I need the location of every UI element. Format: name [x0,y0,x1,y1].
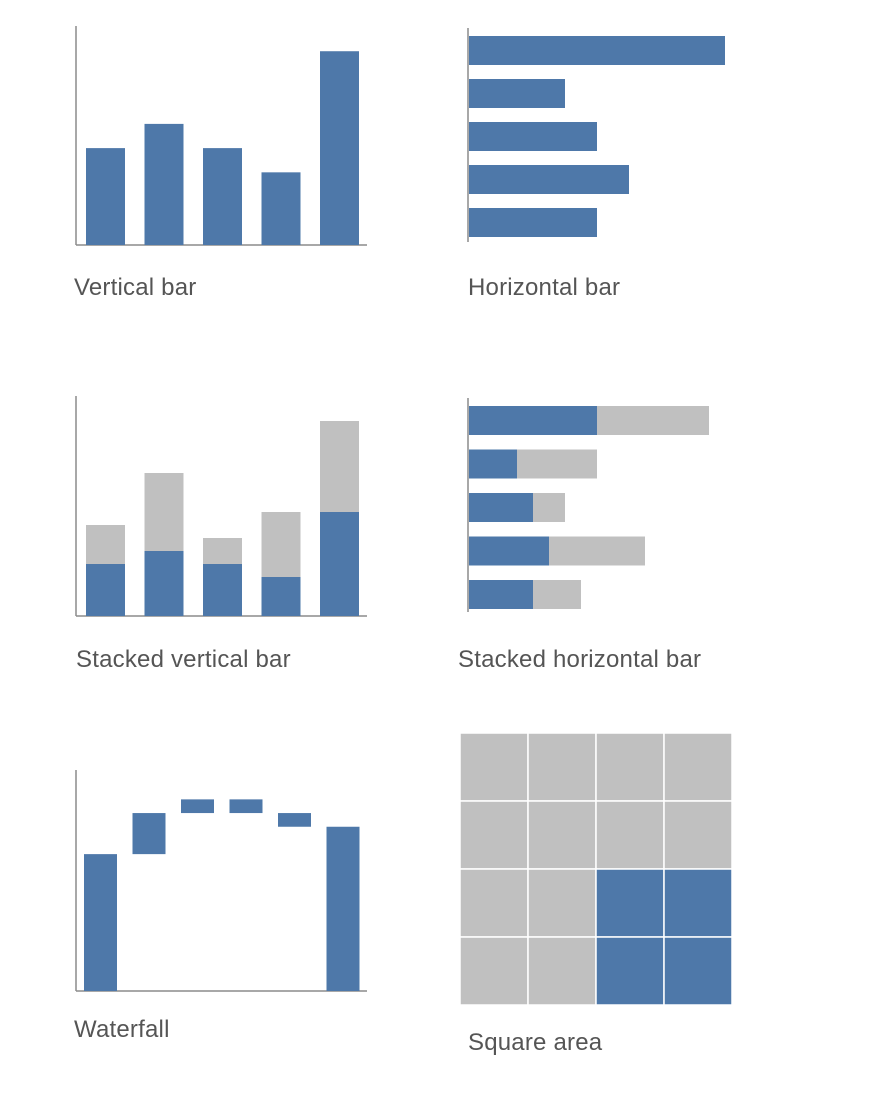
bar-1-segment-2 [597,406,709,435]
cell-15 [595,936,665,1006]
bar-4-segment-2 [549,536,645,566]
bar-1-segment-1 [86,564,125,616]
cell-14 [527,936,597,1006]
bar-2-segment-1 [469,449,517,479]
square-area-chart [459,732,733,1006]
bar-1 [469,36,725,65]
cell-13 [459,936,529,1006]
stacked-vertical-bar-chart [75,396,367,617]
bar-3-segment-1 [469,493,533,522]
waterfall-panel: Waterfall [70,760,380,1060]
bar-1-segment-1 [469,406,597,435]
vertical-bar-panel: Vertical bar [70,20,380,320]
bar-3-segment-2 [533,493,565,522]
cell-8 [663,800,733,870]
bar-5-segment-2 [320,421,359,512]
bar-2-segment-2 [517,449,597,479]
cell-1 [459,732,529,802]
waterfall-step-3 [181,799,214,814]
horizontal-bar-caption: Horizontal bar [468,274,621,301]
bar-3-segment-2 [203,538,242,564]
vertical-bar-caption: Vertical bar [74,274,197,301]
waterfall-step-6 [326,826,360,991]
stacked-horizontal-bar-panel: Stacked horizontal bar [452,390,772,690]
bar-4-segment-2 [261,512,301,577]
bar-5-segment-1 [320,512,359,616]
bar-3 [203,148,242,245]
cell-11 [595,868,665,938]
bar-3-segment-1 [203,564,242,616]
cell-10 [527,868,597,938]
bar-4-segment-1 [469,536,549,566]
vertical-bar-chart [75,26,367,246]
bar-1 [86,148,125,245]
cell-6 [527,800,597,870]
bar-5 [469,208,597,237]
bar-5 [320,51,359,245]
waterfall-step-4 [229,799,263,814]
square-area-panel: Square area [459,732,760,1073]
horizontal-bar-panel: Horizontal bar [460,20,760,320]
cell-12 [663,868,733,938]
bar-4 [261,172,301,245]
cell-3 [595,732,665,802]
bar-2 [144,123,184,245]
stacked-vertical-bar-caption: Stacked vertical bar [76,646,291,673]
bar-4-segment-1 [261,577,301,616]
waterfall-caption: Waterfall [74,1016,170,1043]
cell-2 [527,732,597,802]
stacked-horizontal-bar-caption: Stacked horizontal bar [458,646,702,673]
cell-9 [459,868,529,938]
cell-16 [663,936,733,1006]
bar-4 [469,165,629,194]
stacked-vertical-bar-panel: Stacked vertical bar [70,390,380,690]
cell-4 [663,732,733,802]
stacked-horizontal-bar-chart [467,398,709,612]
square-area-caption: Square area [468,1029,603,1056]
bar-2-segment-2 [144,473,184,551]
cell-7 [595,800,665,870]
bar-5-segment-2 [533,580,581,609]
waterfall-step-1 [84,854,117,991]
horizontal-bar-chart [467,28,725,242]
bar-3 [469,122,597,151]
bar-5-segment-1 [469,580,533,609]
cell-5 [459,800,529,870]
bar-2-segment-1 [144,551,184,616]
bar-1-segment-2 [86,525,125,564]
bar-2 [469,79,565,108]
waterfall-step-5 [278,813,311,827]
waterfall-step-2 [132,813,166,855]
waterfall-chart [75,770,367,992]
